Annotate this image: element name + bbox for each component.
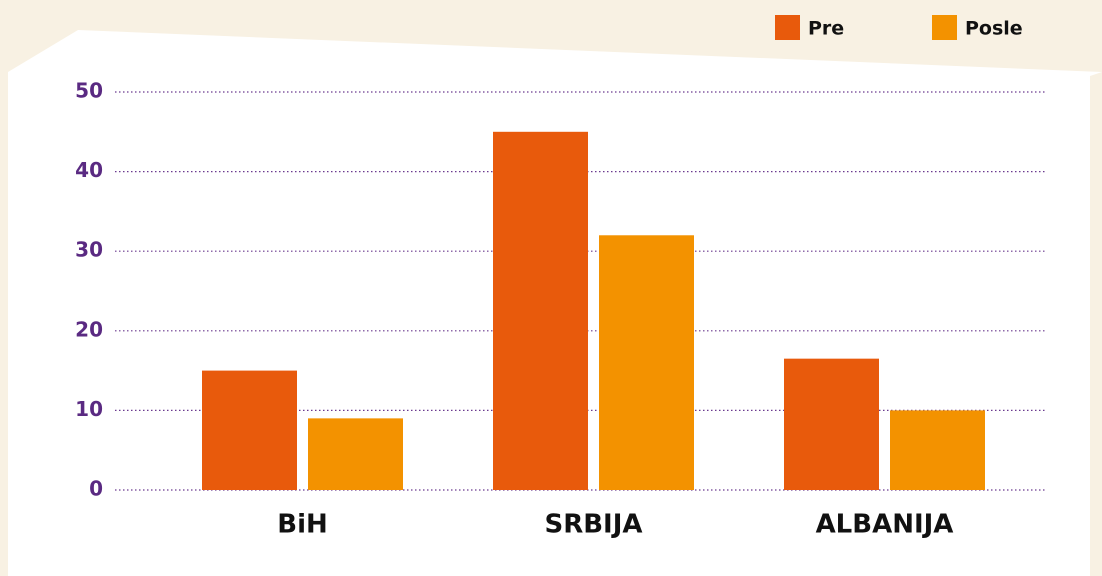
bar [493, 131, 588, 491]
bar [784, 358, 879, 490]
bar [599, 235, 694, 490]
x-tick-label: BiH [277, 510, 328, 540]
legend-swatch [932, 15, 957, 40]
y-tick-label: 0 [89, 477, 103, 501]
bar [308, 418, 403, 490]
x-tick-label: ALBANIJA [816, 510, 954, 540]
y-tick-label: 20 [75, 317, 103, 341]
y-tick-label: 30 [75, 238, 103, 262]
y-tick-label: 10 [75, 397, 103, 421]
legend-label: Pre [808, 18, 844, 40]
y-tick-label: 40 [75, 158, 103, 182]
legend-label: Posle [965, 18, 1023, 40]
x-tick-label: SRBIJA [544, 510, 642, 540]
y-tick-label: 50 [75, 79, 103, 103]
bar [890, 410, 985, 490]
bar [202, 370, 297, 490]
legend-swatch [775, 15, 800, 40]
